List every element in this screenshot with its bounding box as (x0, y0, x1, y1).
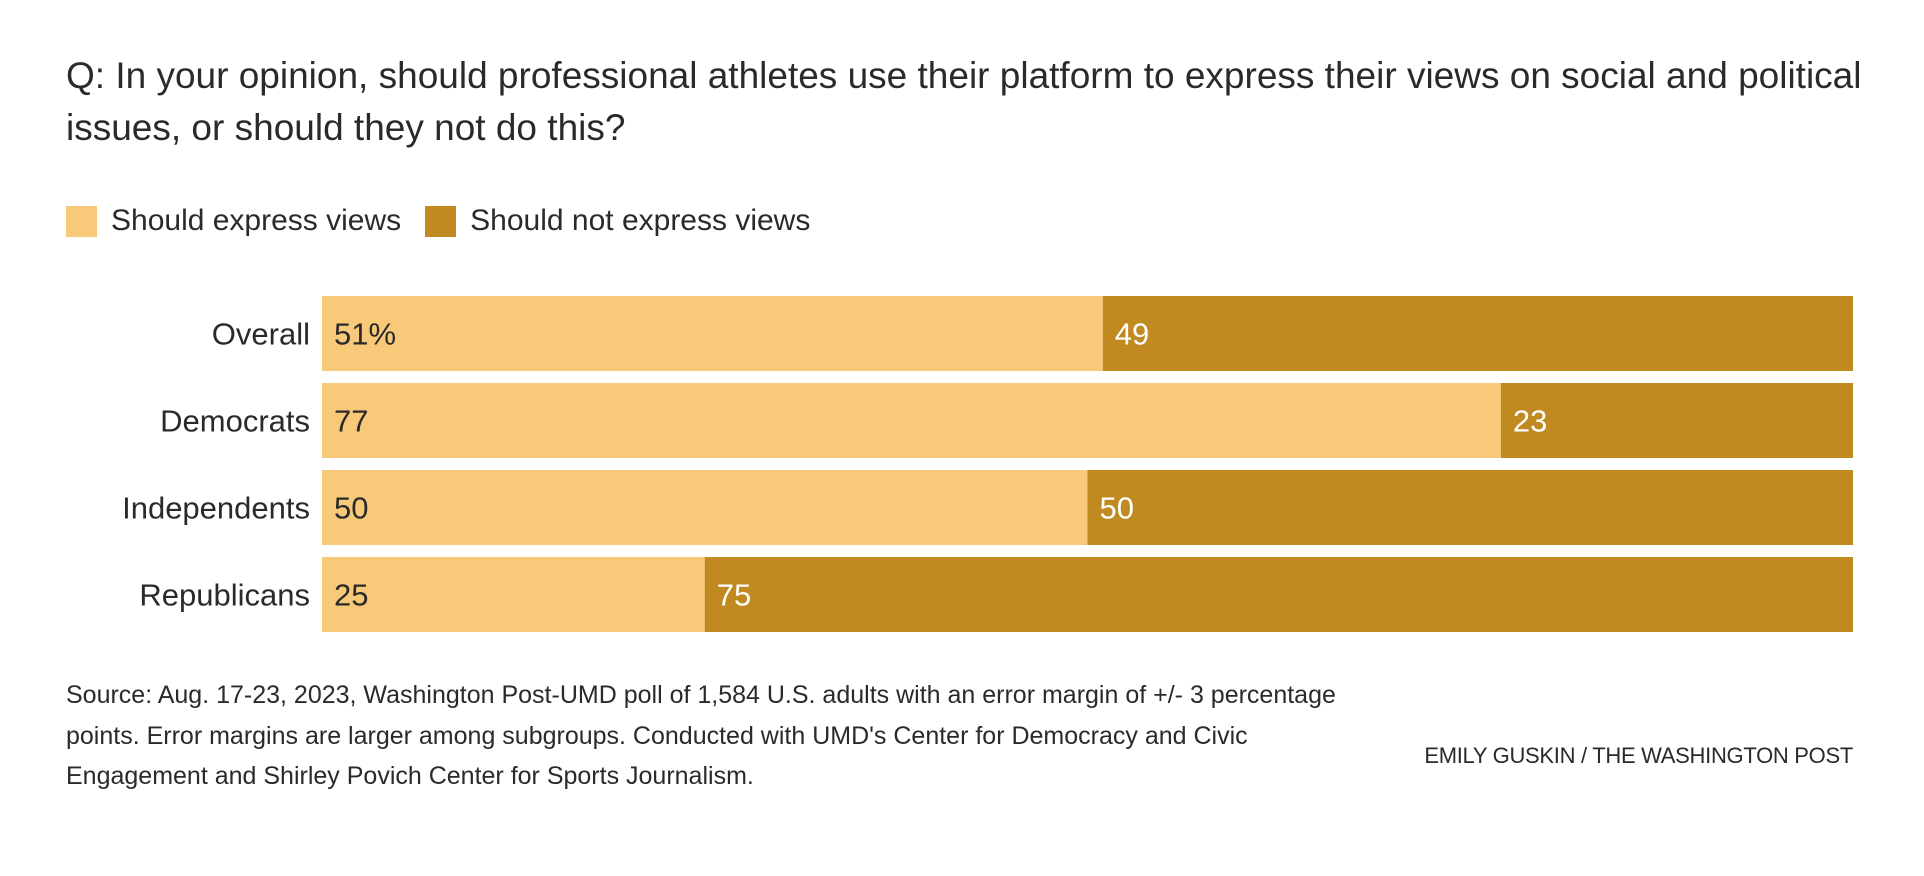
bar-should-not-express (704, 557, 1853, 632)
category-label: Independents (122, 491, 310, 526)
data-label: 75 (717, 578, 751, 613)
data-label: 50 (1100, 491, 1134, 526)
data-label: 50 (334, 491, 368, 526)
legend-swatch-should-express (66, 205, 97, 237)
source-note: Source: Aug. 17-23, 2023, Washington Pos… (66, 681, 1336, 790)
legend-item-should-not-express: Should not express views (425, 204, 810, 238)
legend-swatch-should-not-express (425, 205, 457, 237)
bar-should-not-express (1087, 470, 1853, 545)
data-label: 51% (334, 317, 396, 352)
bar-should-not-express (1500, 383, 1853, 458)
chart-title: Q: In your opinion, should professional … (66, 55, 1862, 148)
bar-should-express (322, 383, 1501, 458)
bar-should-express (322, 557, 705, 632)
bar-should-express (322, 470, 1088, 545)
legend-label: Should not express views (470, 204, 811, 237)
bar-should-not-express (1102, 296, 1853, 371)
data-label: 25 (334, 578, 368, 613)
category-label: Democrats (160, 404, 310, 439)
data-label: 23 (1513, 404, 1547, 439)
bar-chart: Overall 51% 49 Democrats 77 23 Independents 50 5… (122, 296, 1853, 632)
legend-label: Should express views (111, 204, 402, 237)
legend-item-should-express: Should express views (66, 204, 401, 238)
credit: EMILY GUSKIN / THE WASHINGTON POST (1424, 743, 1853, 768)
data-label: 49 (1115, 317, 1149, 352)
category-label: Republicans (139, 578, 310, 613)
data-label: 77 (334, 404, 368, 439)
category-label: Overall (212, 317, 310, 352)
legend: Should express views Should not express … (66, 204, 834, 238)
bar-should-express (322, 296, 1103, 371)
